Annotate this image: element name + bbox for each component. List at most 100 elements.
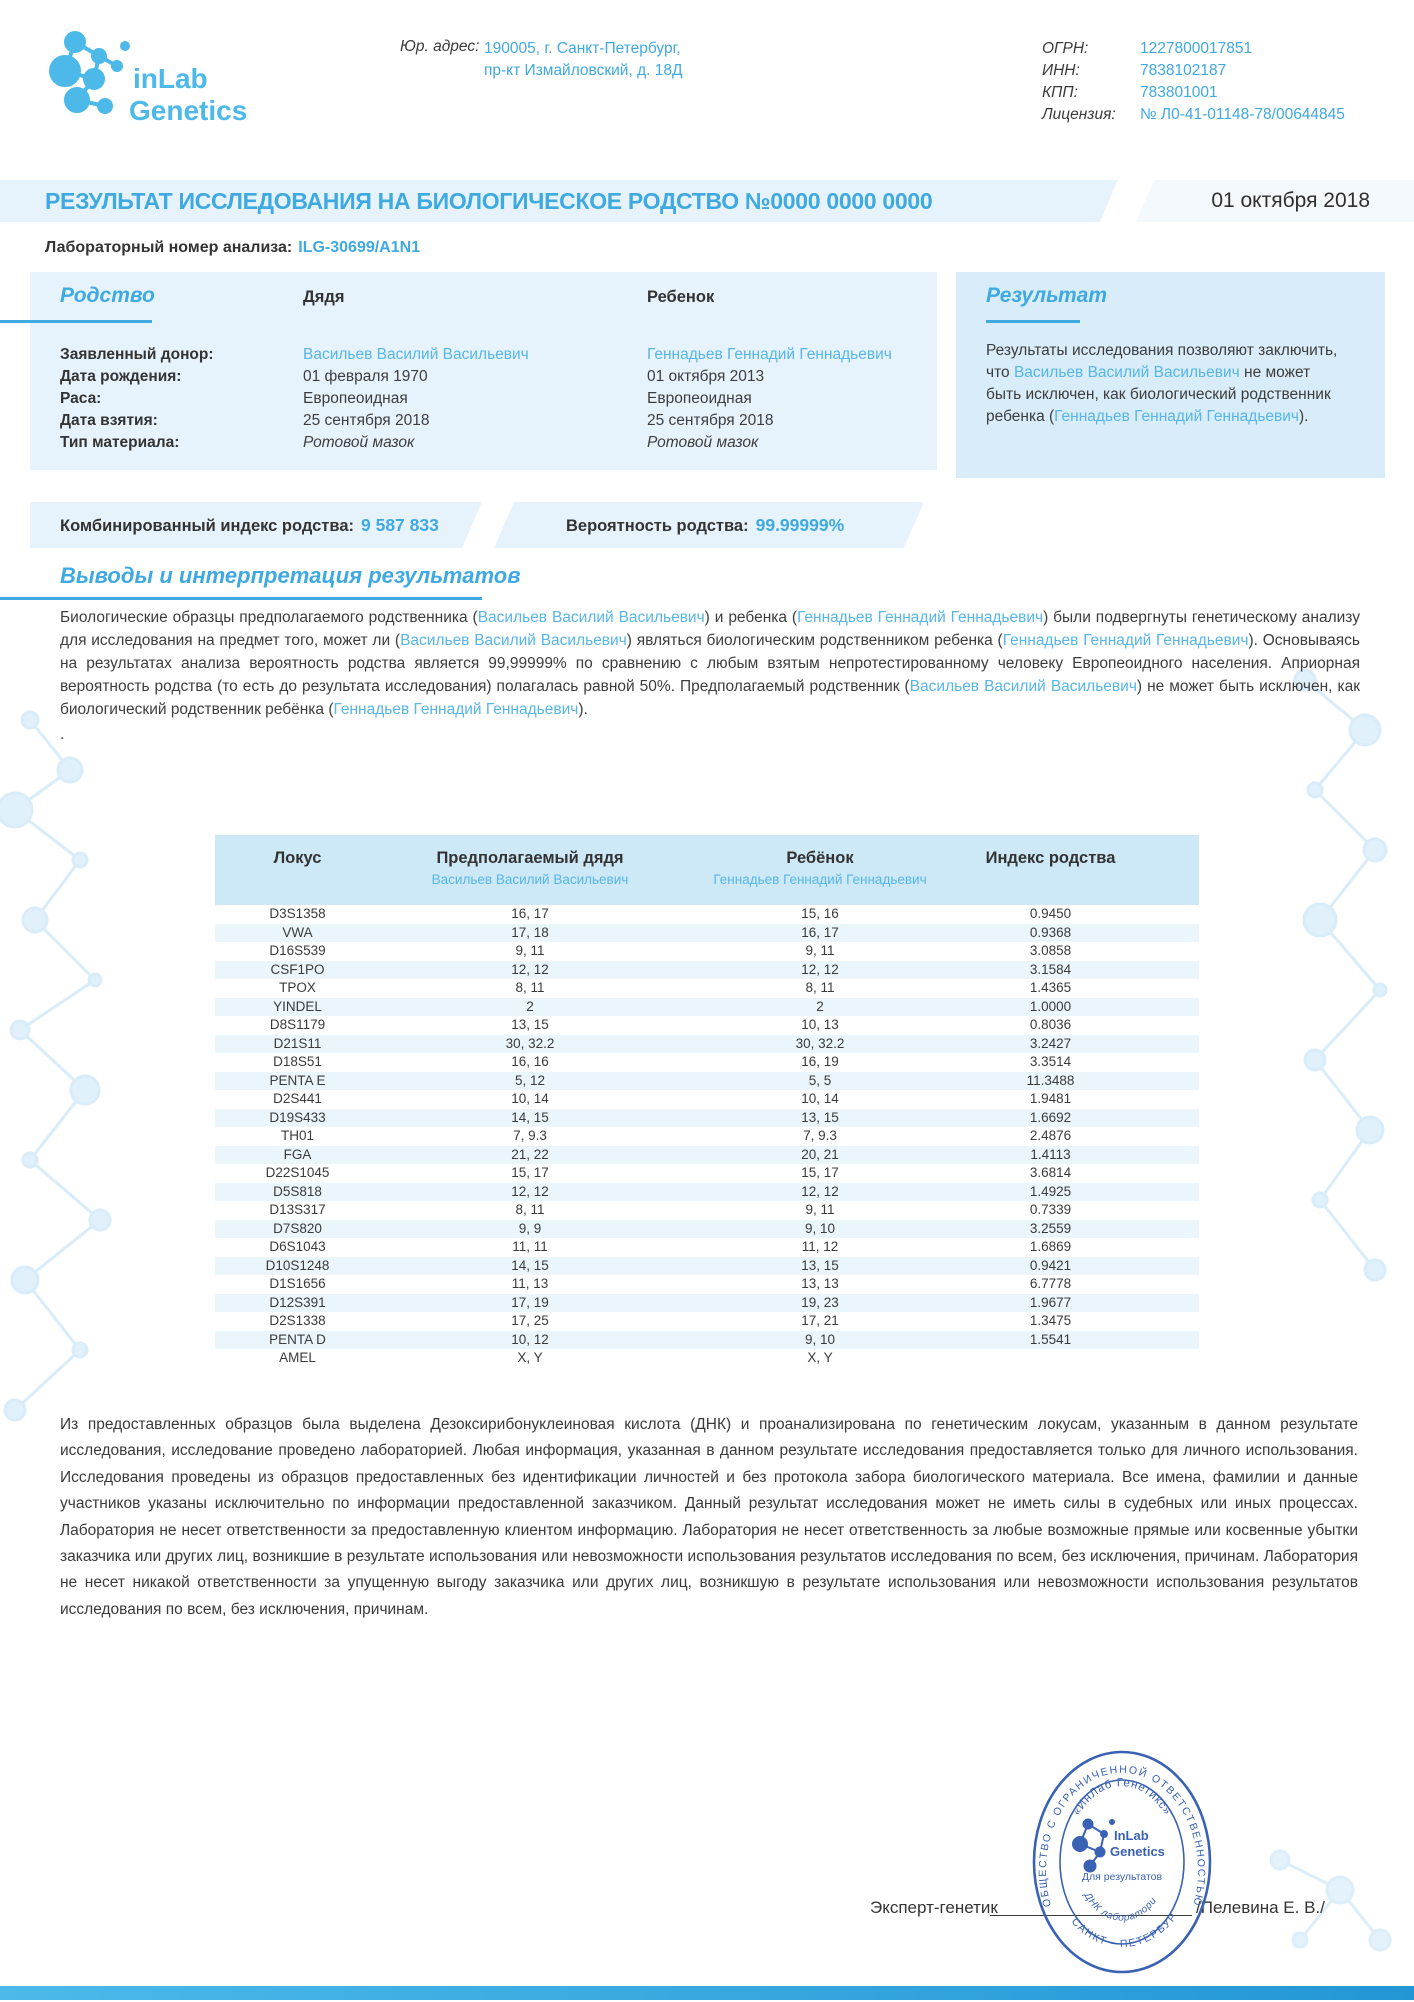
value-cell: 17, 25 [511, 1313, 549, 1328]
stamp-center-logo-icon [1072, 1818, 1115, 1873]
text-run: ) и ребенка ( [704, 609, 798, 626]
text-run: Результаты исследования позволяют заключ… [986, 342, 1338, 381]
text-run: ) не может быть исключен, как биологичес… [60, 678, 1360, 718]
registry-row: ИНН: 7838102187 [1042, 60, 1345, 82]
table-row: D2S441 10, 14 10, 14 1.9481 [215, 1090, 1199, 1109]
signature-line [990, 1878, 1192, 1916]
value-cell: 30, 32.2 [795, 1035, 845, 1051]
signature-name: /Пелевина Е. В./ [1196, 1898, 1325, 1917]
loci-column-header: Предполагаемый дядя [436, 849, 624, 867]
value-cell: 2.4876 [1029, 1128, 1072, 1143]
table-row: TH01 7, 9.3 7, 9.3 2.4876 [215, 1127, 1199, 1146]
value-cell: 21, 22 [511, 1146, 549, 1162]
locus-cell: D5S818 [273, 1183, 322, 1199]
relation-row: Дата рождения: 01 февраля 1970 01 октября … [60, 366, 892, 388]
table-row: D10S1248 14, 15 13, 15 0.9421 [215, 1256, 1199, 1275]
conclusions-title: Выводы и интерпретация результатов [60, 563, 521, 588]
registry-label: КПП: [1042, 84, 1078, 101]
relation-row: Раса: Европеоидная Европеоидная [60, 388, 892, 410]
relation-title-underline [0, 320, 152, 323]
registry-row: ОГРН: 1227800017851 [1042, 38, 1345, 60]
molecule-decoration-left [0, 710, 112, 1422]
result-title: Результат [986, 284, 1108, 307]
person-name: Геннадьев Геннадий Геннадьевич [1002, 632, 1249, 649]
value-cell: 7, 9.3 [803, 1128, 837, 1143]
registry-label: ИНН: [1042, 62, 1080, 79]
value-cell: 2 [816, 998, 824, 1014]
value-cell: 12, 12 [801, 961, 839, 977]
combined-index-value: 9 587 833 [361, 515, 439, 535]
table-row: CSF1PO 12, 12 12, 12 3.1584 [215, 960, 1199, 979]
loci-table-header: Локус Предполагаемый дядя Ребёнок Индекс ро… [215, 835, 1199, 905]
locus-cell: TH01 [280, 1128, 314, 1143]
report-date: 01 октября 2018 [1211, 189, 1370, 212]
value-cell: 5, 5 [808, 1072, 832, 1088]
loci-column-header: Локус [273, 849, 322, 867]
value-cell: 30, 32.2 [505, 1035, 555, 1051]
value-cell: 3.2427 [1029, 1035, 1072, 1051]
relation-uncle-value: 25 сентября 2018 [303, 412, 430, 429]
value-cell [960, 1349, 1199, 1368]
value-cell: 9, 9 [518, 1220, 542, 1236]
value-cell: 17, 19 [511, 1294, 549, 1310]
value-cell: 13, 15 [801, 1109, 839, 1125]
registry-value: 783801001 [1140, 84, 1218, 101]
conclusions-underline [0, 597, 482, 600]
relation-uncle-value: Ротовой мазок [303, 434, 415, 451]
relation-child-value: 25 сентября 2018 [647, 412, 774, 429]
relation-row: Заявленный донор: Васильев Василий Василь… [60, 344, 892, 366]
value-cell: 0.7339 [1029, 1202, 1072, 1217]
lab-number-row: Лабораторный номер анализа: ILG-30699/A1N… [45, 239, 420, 257]
loci-table-header-row: Локус Предполагаемый дядя Ребёнок Индекс ро… [215, 846, 1199, 870]
value-cell: 14, 15 [511, 1109, 549, 1125]
value-cell: 10, 12 [511, 1331, 549, 1347]
value-cell: 5, 12 [514, 1072, 546, 1088]
locus-cell: D8S1179 [269, 1017, 326, 1032]
value-cell: 3.3514 [1029, 1054, 1072, 1069]
value-cell: 16, 16 [511, 1054, 549, 1069]
value-cell: 0.8036 [1029, 1017, 1072, 1032]
locus-cell: D21S11 [273, 1035, 322, 1051]
value-cell: 7, 9.3 [513, 1128, 547, 1143]
locus-cell: YINDEL [273, 998, 322, 1014]
value-cell: 1.5541 [1029, 1331, 1072, 1347]
molecule-decoration-right [1293, 668, 1388, 1282]
person-name: Геннадьев Геннадий Геннадьевич [333, 701, 579, 718]
value-cell: 19, 23 [801, 1294, 839, 1310]
value-cell: 6.7778 [1029, 1276, 1072, 1291]
title-band [0, 180, 1118, 222]
relation-column-child: Ребенок [647, 288, 715, 306]
signature-role: Эксперт-генетик [870, 1898, 998, 1917]
value-cell: 8, 11 [805, 980, 835, 995]
value-cell: 11, 11 [512, 1239, 548, 1254]
lab-number-value: ILG-30699/A1N1 [298, 239, 421, 256]
table-row: FGA 21, 22 20, 21 1.4113 [215, 1145, 1199, 1164]
loci-column-subheader [215, 870, 380, 890]
locus-cell: D2S1338 [269, 1313, 326, 1328]
value-cell: 1.0000 [1029, 998, 1072, 1014]
table-row: AMEL X, Y X, Y [215, 1349, 1199, 1368]
relation-row-label: Раса: [60, 390, 102, 407]
probability-value: 99.99999% [755, 515, 845, 535]
person-name: Васильев Василий Васильевич [400, 632, 627, 649]
locus-cell: D19S433 [269, 1109, 326, 1125]
table-row: D16S539 9, 11 9, 11 3.0858 [215, 942, 1199, 961]
relation-uncle-value: Европеоидная [303, 390, 408, 407]
legal-address-line2: пр-кт Измайловский, д. 18Д [484, 62, 683, 79]
disclaimer-text: Из предоставленных образцов была выделен… [60, 1416, 1358, 1618]
value-cell: 16, 17 [511, 906, 549, 921]
result-box [956, 272, 1385, 478]
legal-address-label: Юр. адрес: [400, 38, 480, 55]
value-cell: 1.3475 [1029, 1313, 1072, 1328]
locus-cell: D13S317 [269, 1202, 326, 1217]
date-band [1136, 180, 1414, 222]
text-run: ). [578, 701, 588, 718]
locus-cell: D12S391 [269, 1294, 326, 1310]
value-cell: 10, 14 [801, 1091, 839, 1106]
value-cell: 17, 18 [511, 924, 549, 940]
stamp-outer-bottom-text: Г. САНКТ - ПЕТЕРБУРГ [1066, 1853, 1179, 1950]
value-cell: 1.9677 [1029, 1294, 1072, 1310]
value-cell: 12, 12 [801, 1183, 839, 1199]
loci-table: Локус Предполагаемый дядя Ребёнок Индекс ро… [215, 835, 1199, 1368]
combined-index-band [30, 502, 482, 548]
